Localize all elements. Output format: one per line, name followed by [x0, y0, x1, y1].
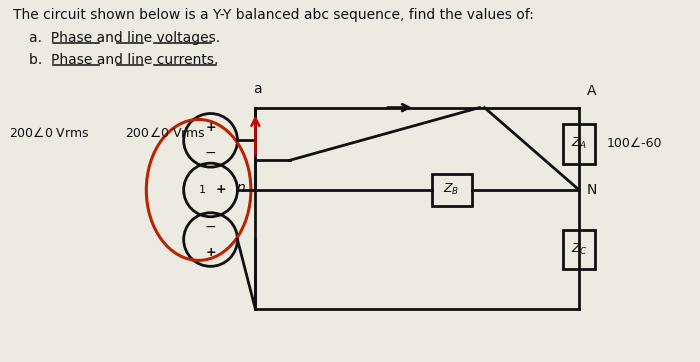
Bar — [432, 174, 472, 206]
Text: The circuit shown below is a Y-Y balanced abc sequence, find the values of:: The circuit shown below is a Y-Y balance… — [13, 8, 534, 22]
Text: b.  Phase and line currents.: b. Phase and line currents. — [29, 53, 218, 67]
Text: $\angle$0 Vrms: $\angle$0 Vrms — [149, 126, 206, 140]
Text: +: + — [205, 246, 216, 259]
Bar — [564, 124, 595, 164]
Bar — [564, 230, 595, 269]
Text: A: A — [587, 84, 596, 98]
Text: 1: 1 — [199, 185, 206, 195]
Text: $Z_B$: $Z_B$ — [443, 182, 460, 198]
Text: N: N — [587, 183, 597, 197]
Text: $Z_A$: $Z_A$ — [571, 136, 587, 151]
Text: 200$\angle$0 Vrms: 200$\angle$0 Vrms — [9, 126, 90, 140]
Text: 200: 200 — [125, 127, 149, 140]
Text: +: + — [205, 121, 216, 134]
Text: a.  Phase and line voltages.: a. Phase and line voltages. — [29, 31, 221, 45]
Text: −: − — [204, 146, 216, 160]
Text: 100∠-60: 100∠-60 — [607, 137, 662, 150]
Text: n: n — [237, 181, 246, 195]
Text: +: + — [215, 184, 226, 197]
Text: −: − — [204, 220, 216, 233]
Text: a: a — [253, 82, 262, 96]
Text: $Z_C$: $Z_C$ — [570, 242, 587, 257]
